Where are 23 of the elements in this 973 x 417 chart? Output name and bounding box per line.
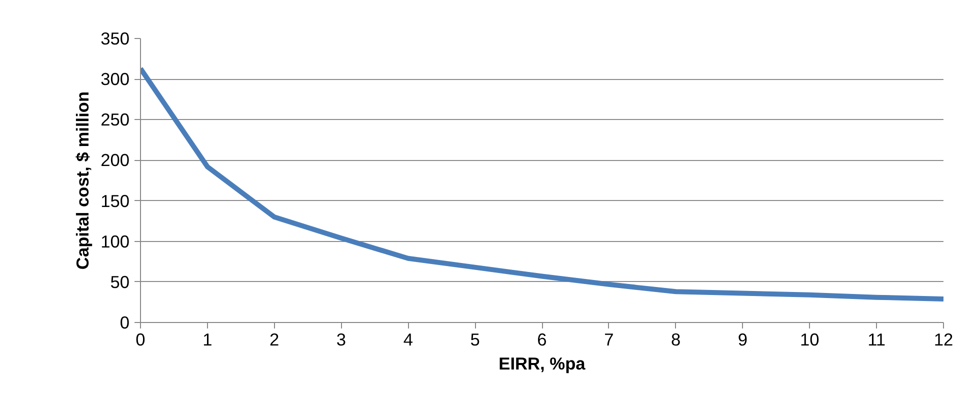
x-tick-label: 5: [470, 330, 480, 350]
x-tick-label: 12: [934, 330, 954, 350]
x-tick-label: 1: [202, 330, 212, 350]
x-tick-label: 0: [136, 330, 146, 350]
x-tick-label: 7: [604, 330, 614, 350]
x-tick-label: 8: [671, 330, 681, 350]
y-tick-label: 50: [110, 272, 130, 292]
x-tick-label: 4: [403, 330, 414, 350]
x-tick-label: 3: [336, 330, 346, 350]
y-tick-label: 100: [100, 231, 130, 252]
x-tick-label: 10: [800, 330, 820, 350]
y-tick-label: 150: [100, 190, 130, 211]
x-tick-label: 9: [738, 330, 748, 350]
y-tick-label: 200: [100, 150, 130, 170]
x-tick-label: 11: [868, 330, 886, 350]
x-axis-title: EIRR, %pa: [498, 354, 586, 374]
x-tick-label: 6: [537, 330, 547, 350]
y-tick-label: 350: [100, 28, 130, 48]
y-tick-label: 250: [100, 110, 130, 130]
x-tick-label: 2: [270, 330, 280, 350]
y-axis-title: Capital cost, $ million: [72, 91, 93, 270]
y-tick-label: 0: [120, 312, 130, 332]
y-tick-label: 300: [100, 69, 130, 90]
